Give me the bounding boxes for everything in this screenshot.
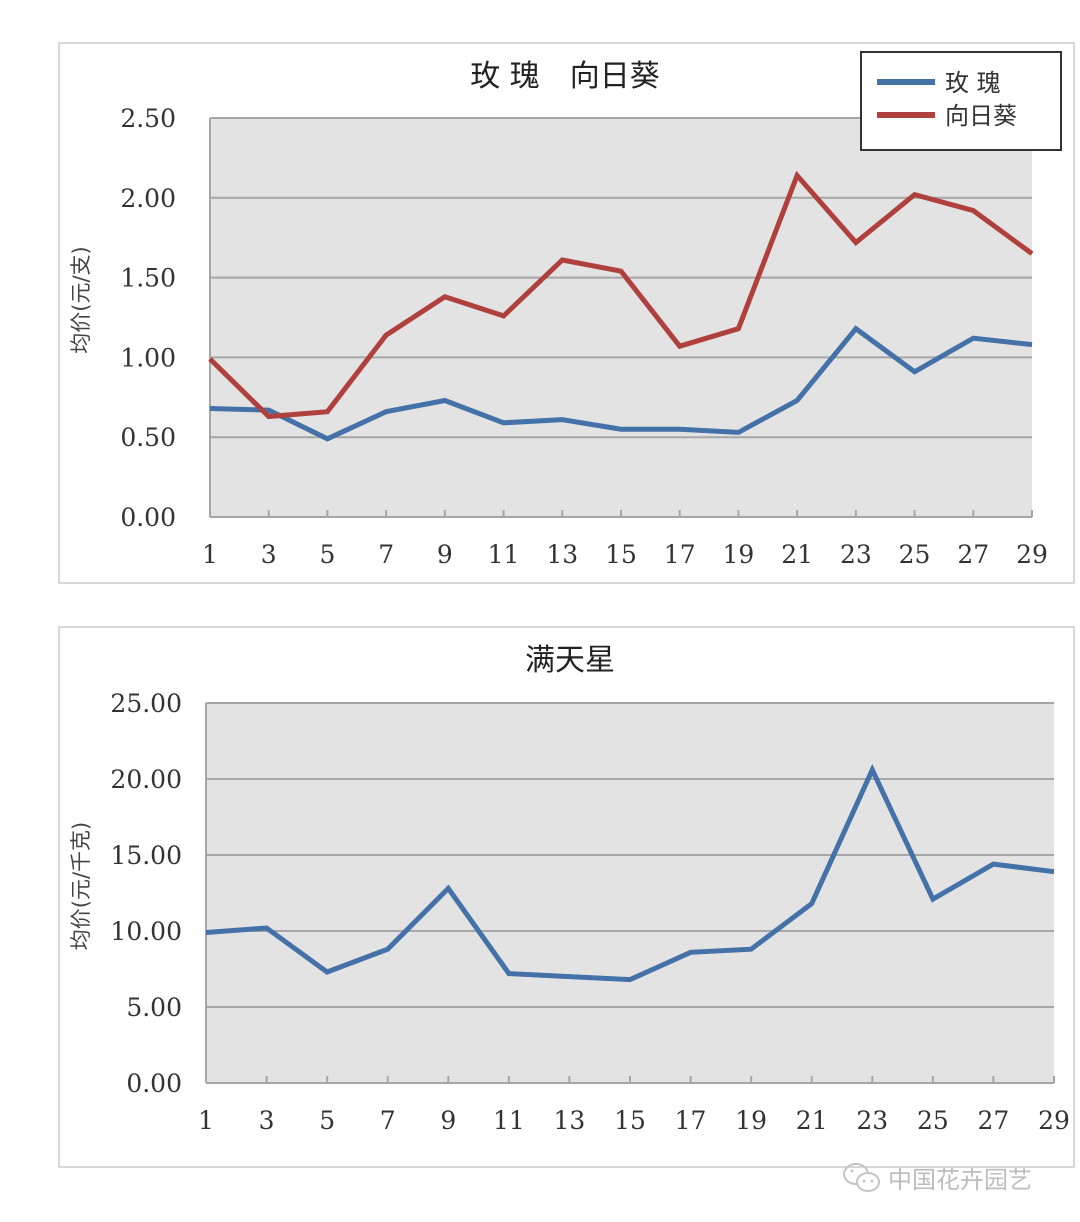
watermark: 中国花卉园艺 (842, 1160, 1032, 1195)
x-tick-label: 23 (856, 1106, 888, 1135)
x-tick-label: 7 (378, 540, 394, 569)
x-tick-label: 11 (493, 1106, 525, 1135)
x-tick-label: 15 (605, 540, 637, 569)
legend-label: 玫 瑰 (945, 69, 1001, 97)
y-tick-label: 0.00 (120, 503, 176, 532)
series-line-2 (208, 170, 1034, 420)
x-tick-label: 21 (781, 540, 813, 569)
y-axis: 0.00 5.00 10.00 15.00 20.00 25.00 (110, 689, 1054, 1098)
y-tick-label: 0.50 (120, 423, 176, 452)
x-tick-label: 13 (546, 540, 578, 569)
x-tick-label: 17 (664, 540, 696, 569)
y-tick-label: 2.00 (120, 184, 176, 213)
series-line-1 (205, 763, 1055, 983)
plot-area (210, 118, 1032, 517)
x-tick-label: 23 (840, 540, 872, 569)
x-tick-label: 27 (978, 1106, 1010, 1135)
chart-title: 满天星 (525, 643, 615, 678)
y-axis: 0.00 0.50 1.00 1.50 2.00 2.50 (120, 104, 1032, 532)
plot-area (206, 703, 1054, 1083)
x-tick-label: 27 (957, 540, 989, 569)
y-tick-label: 25.00 (110, 689, 182, 718)
chart-panel-gypsophila: 满天星 0.00 5.00 10.00 15.00 20.00 25.00 1 3 5 7 9 11 13… (58, 626, 1075, 1168)
x-tick-label: 5 (319, 1106, 335, 1135)
x-tick-label: 29 (1038, 1106, 1070, 1135)
x-tick-label: 3 (261, 540, 277, 569)
x-tick-label: 19 (735, 1106, 767, 1135)
x-tick-label: 13 (554, 1106, 586, 1135)
x-tick-label: 9 (440, 1106, 456, 1135)
x-tick-label: 17 (675, 1106, 707, 1135)
x-axis: 1 3 5 7 9 11 13 15 17 19 21 23 25 27 29 (202, 510, 1048, 569)
x-tick-label: 7 (380, 1106, 396, 1135)
y-tick-label: 1.00 (120, 343, 176, 372)
y-tick-label: 15.00 (110, 841, 182, 870)
y-tick-label: 2.50 (120, 104, 176, 133)
y-axis-label: 均价(元/千克) (69, 822, 93, 950)
y-tick-label: 20.00 (110, 765, 182, 794)
x-tick-label: 1 (202, 540, 218, 569)
x-axis: 1 3 5 7 9 11 13 15 17 19 21 23 25 27 29 (198, 1076, 1070, 1135)
y-axis-label: 均价(元/支) (69, 246, 93, 353)
x-tick-label: 5 (319, 540, 335, 569)
x-tick-label: 15 (614, 1106, 646, 1135)
watermark-text: 中国花卉园艺 (888, 1166, 1032, 1194)
x-tick-label: 9 (437, 540, 453, 569)
legend-label: 向日葵 (945, 102, 1017, 130)
x-tick-label: 21 (796, 1106, 828, 1135)
x-tick-label: 25 (917, 1106, 949, 1135)
x-tick-label: 11 (488, 540, 520, 569)
y-tick-label: 0.00 (126, 1069, 182, 1098)
y-tick-label: 5.00 (126, 993, 182, 1022)
wechat-icon (843, 1162, 880, 1192)
y-tick-label: 10.00 (110, 917, 182, 946)
y-tick-label: 1.50 (120, 264, 176, 293)
series-line-1 (209, 325, 1033, 442)
chart-panel-rose-sunflower: 玫 瑰 向日葵 0.00 0.50 1.00 1.50 2.00 2.50 1 3 5 7 9 11 13… (58, 42, 1075, 584)
x-tick-label: 3 (259, 1106, 275, 1135)
x-tick-label: 1 (198, 1106, 214, 1135)
x-tick-label: 29 (1016, 540, 1048, 569)
chart-title: 玫 瑰 向日葵 (470, 59, 660, 94)
x-tick-label: 19 (723, 540, 755, 569)
x-tick-label: 25 (899, 540, 931, 569)
